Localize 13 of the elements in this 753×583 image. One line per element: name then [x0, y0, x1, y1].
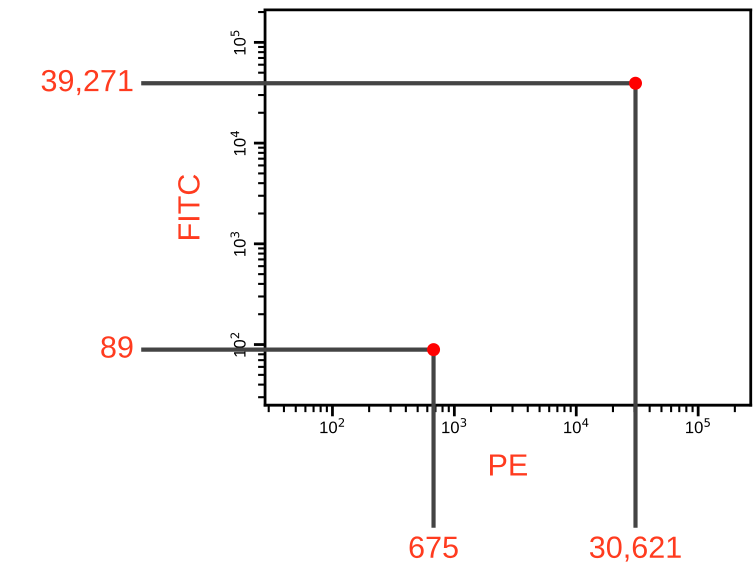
ref-line-label: 39,271	[42, 70, 132, 96]
x-tick-label: 10$^{2}$	[320, 418, 344, 434]
ref-line-label: 89	[101, 336, 132, 358]
y-tick-label: 10$^{4}$	[230, 130, 246, 156]
ref-line-label: 30,621	[590, 536, 681, 562]
ref-line-label: 675	[410, 536, 458, 558]
x-tick-label: 10$^{5}$	[686, 418, 710, 434]
y-axis-title: FITC	[178, 174, 200, 239]
x-tick-label: 10$^{3}$	[442, 418, 466, 434]
y-tick-label: 10$^{5}$	[230, 30, 246, 54]
x-axis-title: PE	[490, 454, 527, 476]
y-tick-label: 10$^{3}$	[230, 232, 246, 256]
x-tick-label: 10$^{4}$	[564, 418, 588, 434]
